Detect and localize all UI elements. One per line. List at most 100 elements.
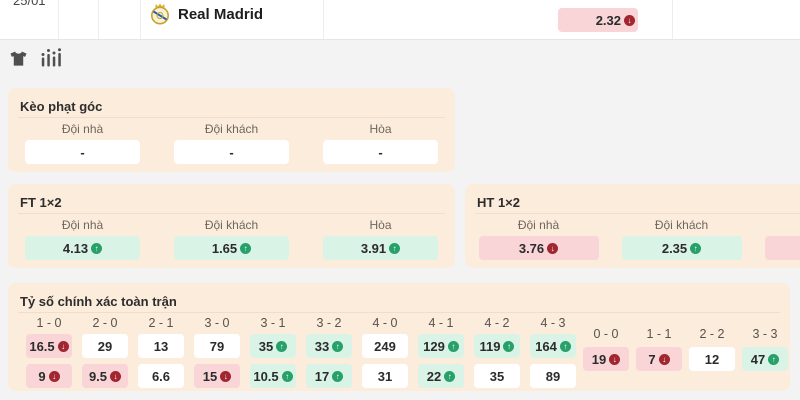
score-header: 3 - 1	[260, 316, 286, 330]
trend-down-icon: ↓	[57, 340, 69, 352]
odds-value: 6.6	[151, 368, 171, 384]
section-title: Kèo phạt góc	[20, 99, 103, 114]
real-madrid-crest-icon	[150, 3, 170, 25]
column-label-home: Đội nhà	[61, 218, 104, 232]
score-column: 4 - 0 249 ↑↓ 31 ↑↓	[362, 316, 408, 388]
trend-up-icon: ↑	[332, 370, 344, 382]
team-row[interactable]: Real Madrid	[150, 3, 263, 25]
score-header: 1 - 0	[36, 316, 62, 330]
score-odds-cell[interactable]: 15 ↑↓	[194, 364, 240, 388]
odds-value: 1.65	[211, 240, 238, 256]
section-title: Tỷ số chính xác toàn trận	[20, 294, 177, 309]
score-header: 1 - 1	[646, 327, 672, 341]
column-label-away: Đội khách	[654, 218, 709, 232]
match-odds-cell[interactable]: 2.32 ↑ ↓	[558, 8, 638, 32]
score-odds-cell[interactable]: 10.5 ↑↓	[250, 364, 296, 388]
odds-value: 249	[374, 338, 396, 354]
column-label-draw: Hòa	[369, 122, 392, 136]
odds-value: 89	[545, 368, 561, 384]
score-odds-cell[interactable]: 19 ↑↓	[583, 347, 629, 371]
odds-value: 3.91	[360, 240, 387, 256]
score-header: 4 - 0	[372, 316, 398, 330]
odds-value: -	[378, 144, 383, 160]
section-title: FT 1×2	[20, 195, 62, 210]
odds-cell-ht-home[interactable]: 3.76 ↑ ↓	[478, 236, 599, 260]
odds-value: 35	[489, 368, 505, 384]
stats-chart-icon[interactable]	[40, 48, 62, 67]
odds-value: 19	[591, 351, 607, 367]
score-header: 0 - 0	[593, 327, 619, 341]
odds-value: 29	[97, 338, 113, 354]
correct-score-grid: 1 - 0 16.5 ↑↓ 9 ↑↓ 2 - 0 29 ↑↓ 9.5	[26, 316, 576, 388]
score-odds-cell[interactable]: 47 ↑↓	[742, 347, 788, 371]
score-odds-cell[interactable]: 9 ↑↓	[26, 364, 72, 388]
score-header: 3 - 3	[752, 327, 778, 341]
divider	[475, 213, 800, 214]
score-header: 3 - 0	[204, 316, 230, 330]
odds-value: 17	[314, 368, 330, 384]
column-label-home: Đội nhà	[517, 218, 560, 232]
score-odds-cell[interactable]: 9.5 ↑↓	[82, 364, 128, 388]
odds-value: 47	[750, 351, 766, 367]
odds-value: 31	[377, 368, 393, 384]
trend-up-icon: ↑	[281, 370, 293, 382]
odds-value: 15	[202, 368, 218, 384]
odds-value: 129	[423, 338, 445, 354]
score-odds-cell[interactable]: 29 ↑↓	[82, 334, 128, 358]
score-odds-cell[interactable]: 35 ↑↓	[474, 364, 520, 388]
divider	[18, 117, 445, 118]
score-odds-cell[interactable]: 6.6 ↑↓	[138, 364, 184, 388]
score-odds-cell[interactable]: 22 ↑↓	[418, 364, 464, 388]
score-odds-cell[interactable]: 35 ↑↓	[250, 334, 296, 358]
odds-cell-ft-draw[interactable]: 3.91 ↑ ↓	[323, 236, 438, 260]
trend-up-icon: ↑	[690, 242, 702, 254]
draw-score-column: 0 - 0 19 ↑↓	[583, 327, 629, 371]
odds-value: 119	[479, 338, 501, 354]
column-divider	[98, 0, 99, 39]
trend-down-icon: ↓	[658, 353, 670, 365]
score-odds-cell[interactable]: 31 ↑↓	[362, 364, 408, 388]
odds-cell-corner-draw[interactable]: - ↑ ↓	[323, 140, 438, 164]
match-row: 25/01 Real Madrid 2.32 ↑ ↓	[0, 0, 800, 40]
score-odds-cell[interactable]: 12 ↑↓	[689, 347, 735, 371]
score-odds-cell[interactable]: 17 ↑↓	[306, 364, 352, 388]
odds-value: 7	[648, 351, 656, 367]
divider	[18, 312, 780, 313]
score-column: 2 - 1 13 ↑↓ 6.6 ↑↓	[138, 316, 184, 388]
score-column: 4 - 1 129 ↑↓ 22 ↑↓	[418, 316, 464, 388]
odds-cell-corner-home[interactable]: - ↑ ↓	[25, 140, 140, 164]
score-odds-cell[interactable]: 249 ↑↓	[362, 334, 408, 358]
column-divider	[58, 0, 59, 39]
score-odds-cell[interactable]: 7 ↑↓	[636, 347, 682, 371]
score-odds-cell[interactable]: 13 ↑↓	[138, 334, 184, 358]
odds-value: 2.32	[595, 12, 621, 28]
section-title: HT 1×2	[477, 195, 520, 210]
score-header: 4 - 2	[484, 316, 510, 330]
column-label-draw: Hòa	[369, 218, 392, 232]
score-column: 4 - 3 164 ↑↓ 89 ↑↓	[530, 316, 576, 388]
odds-value: 35	[258, 338, 274, 354]
score-odds-cell[interactable]: 164 ↑↓	[530, 334, 576, 358]
odds-cell-corner-away[interactable]: - ↑ ↓	[174, 140, 289, 164]
score-odds-cell[interactable]: 119 ↑↓	[474, 334, 520, 358]
odds-cell-ft-home[interactable]: 4.13 ↑ ↓	[25, 236, 140, 260]
odds-cell-ht-draw[interactable]: ↑ ↓	[764, 236, 800, 260]
column-label-home: Đội nhà	[61, 122, 104, 136]
draw-score-column: 3 - 3 47 ↑↓	[742, 327, 788, 371]
score-header: 2 - 1	[148, 316, 174, 330]
trend-up-icon: ↑	[559, 340, 571, 352]
odds-value: 9	[38, 368, 46, 384]
odds-value: 3.76	[518, 240, 545, 256]
odds-cell-ft-away[interactable]: 1.65 ↑ ↓	[174, 236, 289, 260]
odds-value: 12	[704, 351, 720, 367]
score-odds-cell[interactable]: 129 ↑↓	[418, 334, 464, 358]
score-odds-cell[interactable]: 16.5 ↑↓	[26, 334, 72, 358]
score-odds-cell[interactable]: 79 ↑↓	[194, 334, 240, 358]
draw-score-column: 1 - 1 7 ↑↓	[636, 327, 682, 371]
score-odds-cell[interactable]: 89 ↑↓	[530, 364, 576, 388]
jersey-icon[interactable]	[10, 51, 27, 67]
odds-cell-ht-away[interactable]: 2.35 ↑ ↓	[621, 236, 742, 260]
score-header: 4 - 1	[428, 316, 454, 330]
score-odds-cell[interactable]: 33 ↑↓	[306, 334, 352, 358]
